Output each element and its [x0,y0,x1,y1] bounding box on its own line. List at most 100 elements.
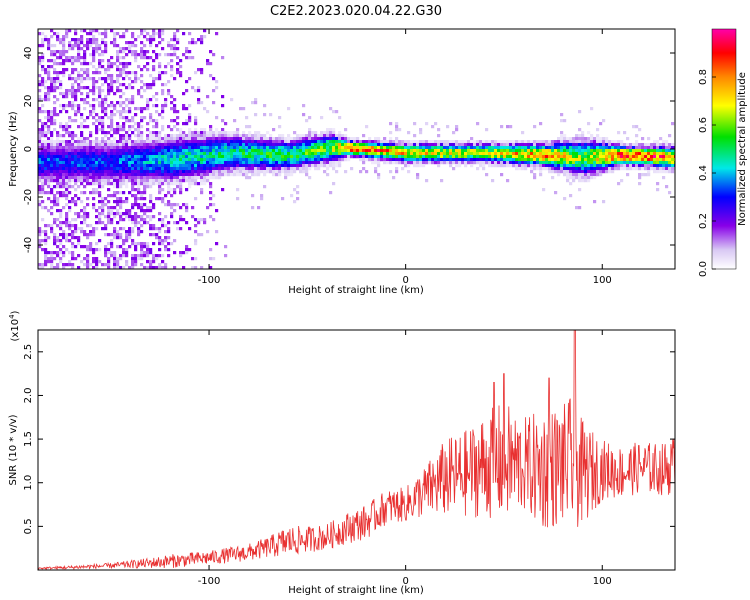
heatmap-cell [173,110,177,114]
heatmap-cell [68,47,72,51]
heatmap-cell [125,86,129,90]
heatmap-cell [557,164,561,168]
heatmap-cell [167,143,171,147]
heatmap-cell [497,143,501,147]
heatmap-cell [359,146,363,150]
heatmap-cell [629,149,633,153]
heatmap-cell [584,146,588,150]
heatmap-cell [77,104,81,108]
heatmap-cell [155,266,159,269]
heatmap-cell [38,233,42,237]
heatmap-cell [62,164,66,168]
heatmap-cell [44,86,48,90]
heatmap-cell [584,167,588,171]
heatmap-cell [671,161,675,165]
heatmap-cell [173,38,177,42]
heatmap-cell [407,164,411,168]
heatmap-cell [68,59,72,63]
heatmap-cell [482,164,486,168]
heatmap-cell [74,80,78,84]
heatmap-cell [92,92,96,96]
heatmap-cell [68,140,72,144]
heatmap-cell [215,86,219,90]
heatmap-cell [302,170,306,174]
heatmap-cell [62,44,66,48]
heatmap-cell [437,140,441,144]
heatmap-cell [242,170,246,174]
heatmap-cell [110,182,114,186]
heatmap-cell [164,158,168,162]
heatmap-cell [557,143,561,147]
heatmap-cell [161,29,165,33]
heatmap-cell [137,122,141,126]
heatmap-cell [659,164,663,168]
heatmap-cell [236,137,240,141]
heatmap-cell [239,143,243,147]
heatmap-cell [149,179,153,183]
heatmap-cell [86,149,90,153]
heatmap-cell [416,152,420,156]
heatmap-cell [137,227,141,231]
heatmap-cell [107,248,111,252]
heatmap-cell [149,218,153,222]
heatmap-cell [38,140,42,144]
heatmap-cell [629,152,633,156]
heatmap-cell [317,143,321,147]
heatmap-cell [200,161,204,165]
heatmap-cell [275,143,279,147]
heatmap-cell [50,140,54,144]
heatmap-cell [302,149,306,153]
heatmap-cell [137,179,141,183]
heatmap-cell [155,176,159,180]
heatmap-cell [134,263,138,267]
heatmap-cell [278,134,282,138]
heatmap-cell [317,137,321,141]
heatmap-cell [182,92,186,96]
heatmap-cell [512,149,516,153]
heatmap-cell [470,158,474,162]
heatmap-cell [308,140,312,144]
heatmap-cell [173,143,177,147]
heatmap-cell [545,158,549,162]
heatmap-cell [344,146,348,150]
heatmap-cell [161,47,165,51]
heatmap-cell [122,50,126,54]
heatmap-cell [656,140,660,144]
heatmap-cell [119,101,123,105]
heatmap-cell [38,179,42,183]
heatmap-cell [149,143,153,147]
heatmap-cell [83,56,87,60]
heatmap-cell [146,242,150,246]
heatmap-cell [569,158,573,162]
heatmap-cell [131,239,135,243]
heatmap-cell [188,32,192,36]
heatmap-cell [239,158,243,162]
heatmap-cell [284,152,288,156]
heatmap-cell [449,155,453,159]
heatmap-cell [95,41,99,45]
heatmap-cell [299,140,303,144]
heatmap-cell [71,164,75,168]
heatmap-cell [392,149,396,153]
heatmap-cell [41,158,45,162]
heatmap-cell [50,146,54,150]
heatmap-cell [377,140,381,144]
heatmap-cell [128,167,132,171]
heatmap-cell [80,38,84,42]
heatmap-cell [341,134,345,138]
heatmap-cell [266,143,270,147]
heatmap-cell [227,158,231,162]
heatmap-cell [131,98,135,102]
heatmap-cell [575,161,579,165]
heatmap-cell [86,248,90,252]
heatmap-cell [95,113,99,117]
heatmap-cell [77,161,81,165]
heatmap-cell [98,92,102,96]
heatmap-cell [38,242,42,246]
heatmap-cell [152,50,156,54]
heatmap-cell [143,266,147,269]
heatmap-cell [107,218,111,222]
heatmap-cell [56,113,60,117]
heatmap-cell [80,173,84,177]
heatmap-cell [116,266,120,269]
